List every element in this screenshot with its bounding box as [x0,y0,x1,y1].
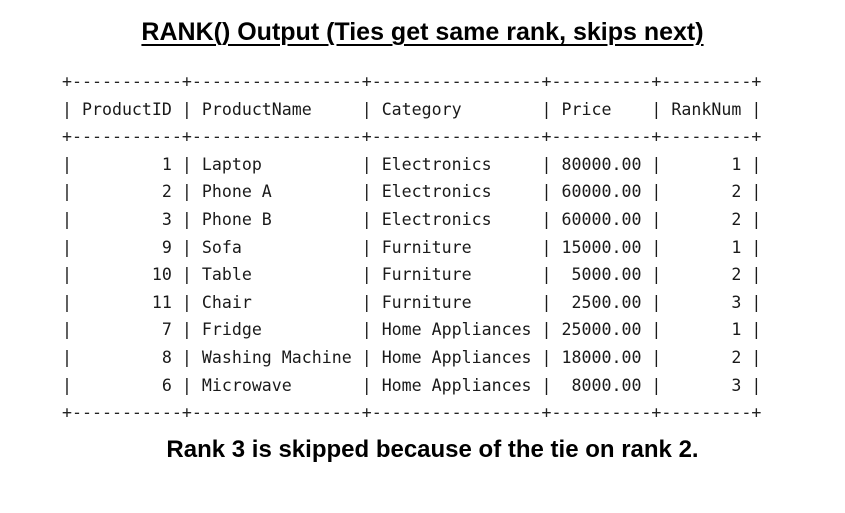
table-row: | 8 | Washing Machine | Home Appliances … [62,347,762,367]
table-row: | 3 | Phone B | Electronics | 60000.00 |… [62,209,762,229]
table-border: +-----------+-----------------+---------… [62,403,762,423]
page-title: RANK() Output (Ties get same rank, skips… [141,18,704,46]
table-row: | 10 | Table | Furniture | 5000.00 | 2 | [62,265,762,285]
footnote: Rank 3 is skipped because of the tie on … [166,436,699,463]
table-row: | 2 | Phone A | Electronics | 60000.00 |… [62,182,762,202]
table-header: | ProductID | ProductName | Category | P… [62,99,762,119]
table-border: +-----------+-----------------+---------… [62,127,762,147]
table-row: | 9 | Sofa | Furniture | 15000.00 | 1 | [62,237,762,257]
table-row: | 6 | Microwave | Home Appliances | 8000… [62,375,762,395]
ascii-result-table: +-----------+-----------------+---------… [62,68,761,427]
table-row: | 11 | Chair | Furniture | 2500.00 | 3 | [62,292,762,312]
table-row: | 7 | Fridge | Home Appliances | 25000.0… [62,320,762,340]
table-border: +-----------+-----------------+---------… [62,72,762,91]
table-row: | 1 | Laptop | Electronics | 80000.00 | … [62,154,762,174]
